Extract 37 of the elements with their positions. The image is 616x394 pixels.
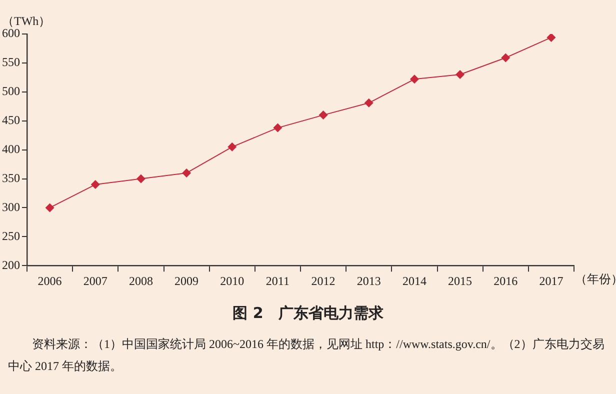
point xyxy=(228,142,237,152)
point xyxy=(182,168,192,178)
x-tick-label: 2008 xyxy=(128,274,153,288)
y-tick-label: 300 xyxy=(2,200,20,214)
x-tick-label: 2011 xyxy=(266,274,290,288)
x-tick-label: 2013 xyxy=(356,274,381,288)
y-tick-label: 500 xyxy=(2,84,20,98)
point xyxy=(136,174,146,184)
x-tick-label: 2014 xyxy=(402,274,426,288)
text: 资料来源：（1）中国国家统计局 2006~2016 年的数据，见网址 http：//www.stats.gov.cn/。（2）广东电力交易中心 2017 年的数据。 xyxy=(8,336,606,375)
y-tick-label: 350 xyxy=(2,170,20,185)
point xyxy=(45,203,54,212)
x-tick-label: 2016 xyxy=(494,274,518,288)
x-axis-title: （年份） xyxy=(575,272,616,286)
x-tick-label: 2009 xyxy=(174,274,199,288)
x-tick-label: 2012 xyxy=(311,274,336,288)
point xyxy=(364,98,374,108)
point xyxy=(273,123,282,132)
x-tick-label: 2015 xyxy=(448,274,472,288)
x-tick-label: 2007 xyxy=(83,274,108,288)
y-tick-label: 600 xyxy=(2,26,20,40)
point xyxy=(410,74,419,84)
y-tick-label: 400 xyxy=(2,142,20,156)
point xyxy=(501,53,510,62)
x-tick-label: 2017 xyxy=(539,274,564,288)
x-tick-label: 2006 xyxy=(38,274,62,288)
y-tick-label: 200 xyxy=(2,258,20,272)
point xyxy=(90,180,100,190)
point xyxy=(456,70,465,80)
y-tick-label: 450 xyxy=(2,113,20,128)
point xyxy=(318,110,328,120)
x-tick-label: 2010 xyxy=(220,274,244,288)
y-axis-title: （TWh） xyxy=(2,14,51,28)
text: 图 2 广东省电力需求 xyxy=(232,304,384,323)
y-tick-label: 250 xyxy=(2,228,20,243)
point xyxy=(546,34,556,42)
y-tick-label: 550 xyxy=(2,55,20,70)
